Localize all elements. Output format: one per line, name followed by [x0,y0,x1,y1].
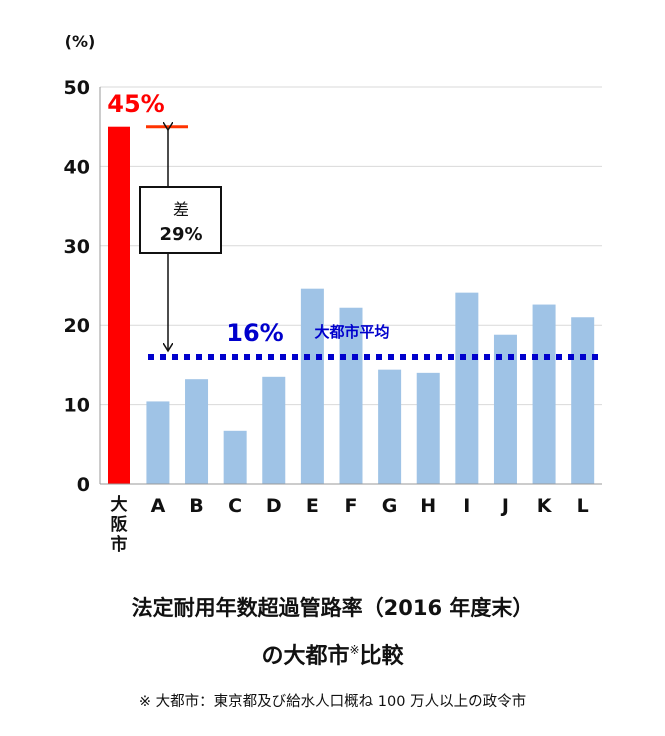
y-axis-unit-label: (%) [65,32,96,51]
x-tick-label: F [345,495,358,517]
x-tick-label: 阪 [111,515,128,535]
caption-title-line-1: 法定耐用年数超過管路率（2016 年度末） [131,596,534,620]
x-tick-label: E [306,495,319,517]
bar-osaka [108,126,130,484]
osaka-value-label: 45% [107,90,164,118]
x-tick-label: K [537,495,553,517]
difference-box [139,186,222,254]
caption-title-line-2-end: 比較 [359,644,404,669]
x-tick-label: J [500,495,509,517]
footnote: ※ 大都市：東京都及び給水人口概ね 100 万人以上の政令市 [138,694,527,710]
bar-B [185,379,209,484]
caption-title-line-2: の大都市※比較 [0,638,665,670]
axes: 0 10 20 30 40 50 大阪市 A B C D E F G H I J K L 45% 差 29% [64,77,602,555]
x-tick-label: H [420,495,436,517]
y-tick-label: 0 [77,474,90,496]
x-tick-label: I [463,495,470,517]
bar-J [493,334,517,484]
bar-H [416,372,440,484]
bar-G [378,369,402,484]
x-tick-label: C [228,495,242,517]
y-tick-label: 10 [64,395,90,417]
x-tick-label: 大 [111,494,128,515]
x-tick-label: G [382,495,398,517]
x-tick-label: D [266,495,282,517]
x-tick-label: L [577,495,589,517]
bar-C [223,430,247,484]
y-tick-label: 30 [64,236,90,258]
y-tick-label: 40 [64,156,90,178]
bar-chart: 16% 大都市平均 0 10 20 30 40 50 大阪市 A B C D E F G H I J K L 45% 差 2… [64,32,602,555]
average-value-label: 16% [226,319,283,347]
bar-D [262,376,286,484]
average-label: 大都市平均 [314,323,389,341]
average-line-group: 16% 大都市平均 [148,319,598,360]
bar-A [146,401,170,484]
y-tick-label: 20 [64,315,90,337]
x-tick-label: 市 [111,534,128,555]
caption-note-mark: ※ [349,643,360,657]
bar-I [455,292,479,484]
bar-L [571,317,595,484]
bars [108,126,595,484]
bar-K [532,304,556,484]
difference-value: 29% [159,224,202,245]
bar-E [300,288,324,484]
y-tick-label: 50 [64,77,90,99]
difference-label: 差 [173,200,189,219]
caption-title-line-2-main: の大都市 [261,644,350,669]
x-tick-label: B [189,495,203,517]
bar-F [339,307,363,484]
x-tick-label: A [151,495,166,517]
